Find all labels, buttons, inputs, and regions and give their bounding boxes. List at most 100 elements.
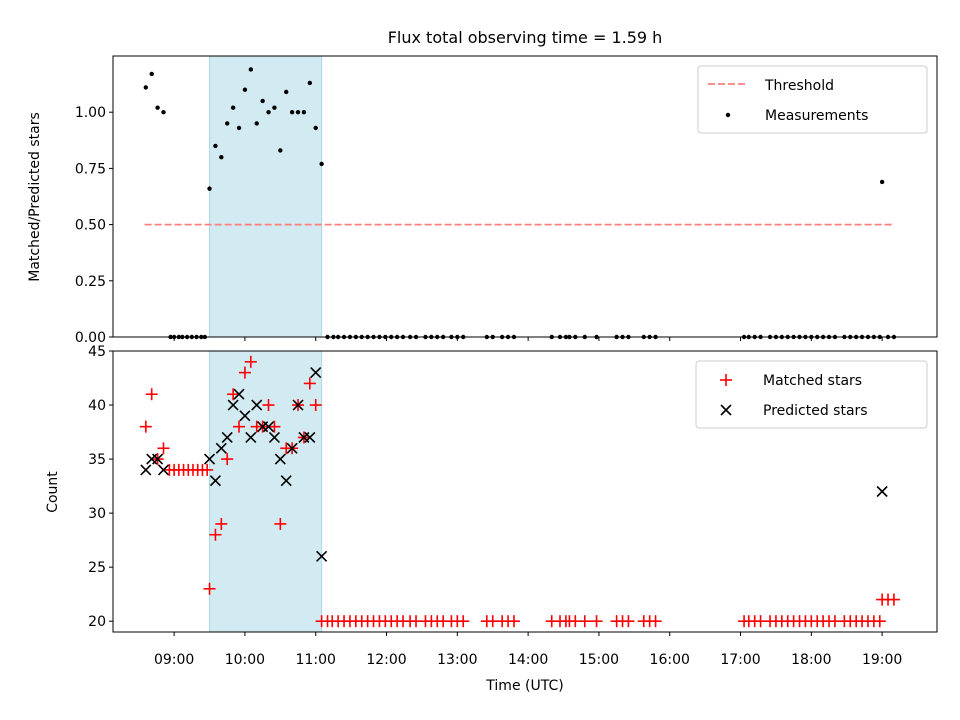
measurement-point (254, 121, 259, 126)
y-tick-label: 20 (88, 614, 106, 630)
predicted-star-marker (152, 453, 164, 465)
matched-star-marker (622, 615, 635, 628)
shaded-interval-bottom (209, 350, 323, 633)
matched-star-marker (145, 388, 158, 401)
predicted-star-marker (215, 442, 227, 454)
matched-star-marker (873, 615, 886, 628)
measurement-point (260, 98, 265, 104)
measurement-point (155, 105, 160, 110)
measurement-point (266, 110, 271, 115)
matched-star-marker (268, 420, 281, 433)
predicted-legend-swatch (720, 404, 732, 416)
measurements-legend-label: Measurements (765, 108, 868, 124)
top-panel: 0.00 0.25 0.50 0.75 1.00 Matched/Predicted s… (27, 55, 938, 346)
bottom-legend: Matched stars Predicted stars (695, 360, 928, 429)
predicted-star-marker (876, 485, 888, 498)
y-tick-label: 40 (88, 398, 106, 414)
measurement-point (230, 105, 236, 110)
matched-star-marker (507, 615, 520, 628)
top-plot-layer (143, 55, 897, 340)
matched-star-marker (887, 593, 900, 606)
predicted-star-marker (157, 464, 170, 476)
predicted-star-marker (274, 453, 286, 465)
measurement-point (149, 71, 154, 77)
matched-star-marker (209, 528, 222, 541)
measurement-point (161, 110, 166, 115)
y-tick-label: 25 (88, 560, 106, 576)
top-x-ticks (173, 337, 883, 341)
measurement-point (301, 110, 307, 115)
bottom-y-axis-label: Count (45, 471, 61, 513)
top-axes-frame (112, 55, 938, 338)
measurement-point (143, 85, 149, 90)
predicted-star-marker (316, 550, 328, 562)
predicted-star-marker (268, 431, 280, 444)
predicted-star-marker (292, 399, 304, 411)
matched-star-marker (238, 366, 251, 379)
matched-legend-label: Matched stars (763, 373, 862, 389)
y-tick-label: 0.25 (75, 274, 106, 290)
predicted-star-marker (239, 410, 251, 422)
predicted-star-marker (233, 388, 245, 400)
top-legend-box (697, 65, 928, 134)
bottom-axes-frame (112, 350, 938, 633)
matched-star-marker (274, 517, 287, 530)
measurements-legend-swatch (725, 112, 731, 118)
x-tick-label: 09:00 (154, 652, 194, 668)
x-tick-label: 10:00 (225, 652, 265, 668)
bottom-y-ticks: 20 25 30 35 40 45 (88, 344, 113, 630)
measurement-point (319, 161, 324, 167)
matched-legend-swatch (720, 374, 732, 386)
matched-star-marker (590, 615, 603, 628)
matched-star-marker (221, 453, 234, 466)
predicted-star-marker (304, 431, 316, 444)
predicted-star-marker (286, 442, 298, 454)
measurement-point (278, 148, 283, 153)
predicted-star-marker (140, 464, 152, 476)
y-tick-label: 0.00 (75, 330, 106, 346)
matched-star-marker (309, 399, 322, 412)
measurement-point (295, 110, 301, 115)
x-tick-label: 19:00 (862, 652, 902, 668)
x-tick-label: 16:00 (650, 652, 690, 668)
top-y-axis-label: Matched/Predicted stars (27, 112, 43, 282)
measurement-point (879, 179, 885, 185)
measurement-point (272, 105, 277, 110)
predicted-star-marker (310, 367, 322, 379)
measurement-point (242, 87, 248, 92)
threshold-legend-label: Threshold (764, 78, 834, 94)
y-tick-label: 0.50 (75, 218, 106, 234)
predicted-star-marker (203, 453, 216, 465)
x-tick-label: 14:00 (508, 652, 548, 668)
measurement-point (207, 186, 212, 191)
y-tick-label: 1.00 (75, 105, 106, 121)
y-tick-label: 45 (88, 344, 106, 360)
x-tick-label: 15:00 (579, 652, 619, 668)
bottom-plot-layer (139, 350, 900, 633)
measurement-point (225, 121, 230, 126)
predicted-star-marker (251, 399, 263, 411)
x-tick-label: 13:00 (437, 652, 477, 668)
matched-star-marker (244, 355, 257, 368)
matched-star-marker (215, 517, 228, 530)
bottom-legend-box (695, 360, 928, 429)
matched-star-marker (262, 399, 275, 412)
x-axis-label: Time (UTC) (485, 678, 563, 694)
bottom-x-ticks: 09:00 10:00 11:00 12:00 13:00 14:00 15:00 16:00… (154, 632, 902, 668)
predicted-star-marker (227, 399, 239, 411)
y-tick-label: 35 (88, 452, 106, 468)
x-tick-label: 11:00 (296, 652, 336, 668)
predicted-star-marker (209, 475, 221, 487)
measurement-point (213, 143, 218, 149)
predicted-star-marker (280, 475, 292, 487)
top-legend: Threshold Measurements (697, 65, 928, 134)
measurement-point (307, 80, 313, 86)
matched-star-marker (139, 420, 152, 433)
matched-star-marker (157, 442, 170, 455)
matched-star-marker (201, 463, 214, 476)
matched-star-marker (203, 582, 216, 595)
y-tick-label: 0.75 (75, 161, 106, 177)
y-tick-label: 30 (88, 506, 106, 522)
measurement-point (248, 67, 254, 72)
